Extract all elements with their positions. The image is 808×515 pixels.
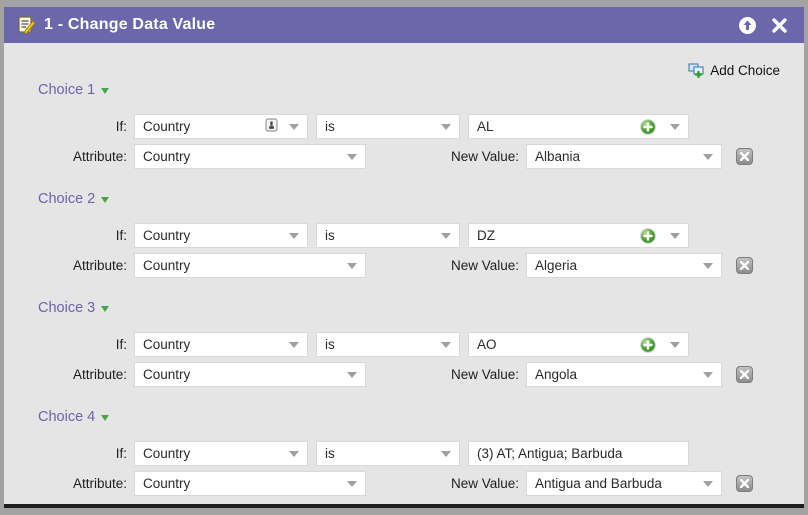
attribute-label: Attribute: — [72, 367, 127, 382]
add-choice-button[interactable]: Add Choice — [688, 59, 780, 81]
dropdown-arrow-icon — [670, 123, 680, 130]
new-value-select[interactable]: Angola — [526, 362, 722, 387]
new-value-label: New Value: — [450, 367, 519, 382]
if-field-select[interactable]: Country — [134, 332, 308, 357]
dropdown-arrow-icon — [347, 262, 357, 269]
choice-header[interactable]: Choice 3 — [38, 299, 780, 317]
choice-header[interactable]: Choice 1 — [38, 81, 780, 99]
attribute-label: Attribute: — [72, 258, 127, 273]
dropdown-arrow-icon — [703, 262, 713, 269]
dropdown-arrow-icon — [347, 371, 357, 378]
new-value-select[interactable]: Antigua and Barbuda — [526, 471, 722, 496]
choice-block: Choice 3 If: Country is AO — [38, 299, 780, 387]
operator-select[interactable]: is — [316, 223, 460, 248]
edit-document-icon — [16, 15, 36, 35]
choice-title: Choice 2 — [38, 191, 96, 207]
dialog-title: 1 - Change Data Value — [44, 16, 216, 33]
dropdown-arrow-icon — [441, 123, 451, 130]
choice-block: Choice 1 If: Country — [38, 81, 780, 169]
dialog-titlebar[interactable]: 1 - Change Data Value — [4, 7, 804, 43]
close-x-icon — [740, 479, 749, 488]
add-value-icon[interactable] — [640, 118, 656, 135]
dropdown-arrow-icon — [703, 371, 713, 378]
dropdown-arrow-icon — [703, 480, 713, 487]
new-value-label: New Value: — [450, 258, 519, 273]
if-label: If: — [115, 337, 127, 352]
delete-choice-button[interactable] — [736, 366, 753, 383]
choice-title: Choice 3 — [38, 300, 96, 316]
change-data-value-dialog: 1 - Change Data Value — [4, 7, 804, 508]
dropdown-arrow-icon — [670, 232, 680, 239]
chevron-down-icon — [101, 197, 110, 203]
dropdown-arrow-icon — [347, 153, 357, 160]
value-select[interactable]: DZ — [468, 223, 689, 248]
close-x-icon — [740, 370, 749, 379]
dropdown-arrow-icon — [289, 232, 299, 239]
new-value-select[interactable]: Albania — [526, 144, 722, 169]
operator-select[interactable]: is — [316, 332, 460, 357]
value-select[interactable]: AL — [468, 114, 689, 139]
chevron-down-icon — [101, 415, 110, 421]
new-value-label: New Value: — [450, 149, 519, 164]
attribute-select[interactable]: Country — [134, 144, 366, 169]
chevron-down-icon — [101, 306, 110, 312]
new-value-label: New Value: — [450, 476, 519, 491]
if-label: If: — [115, 119, 127, 134]
dropdown-arrow-icon — [441, 450, 451, 457]
if-field-select[interactable]: Country — [134, 441, 308, 466]
choice-block: Choice 4 If: Country is (3) AT; Antigua;… — [38, 408, 780, 496]
dropdown-arrow-icon — [289, 341, 299, 348]
close-icon[interactable] — [768, 14, 790, 36]
attribute-select[interactable]: Country — [134, 471, 366, 496]
collapse-up-arrow-icon[interactable] — [736, 14, 758, 36]
attribute-select[interactable]: Country — [134, 362, 366, 387]
field-indicator-icon — [265, 118, 278, 135]
delete-choice-button[interactable] — [736, 257, 753, 274]
dropdown-arrow-icon — [441, 232, 451, 239]
if-label: If: — [115, 446, 127, 461]
attribute-label: Attribute: — [72, 149, 127, 164]
operator-select[interactable]: is — [316, 441, 460, 466]
dropdown-arrow-icon — [703, 153, 713, 160]
attribute-select[interactable]: Country — [134, 253, 366, 278]
if-field-select[interactable]: Country — [134, 223, 308, 248]
if-label: If: — [115, 228, 127, 243]
operator-select[interactable]: is — [316, 114, 460, 139]
attribute-label: Attribute: — [72, 476, 127, 491]
choice-title: Choice 4 — [38, 409, 96, 425]
choice-block: Choice 2 If: Country is DZ — [38, 190, 780, 278]
delete-choice-button[interactable] — [736, 148, 753, 165]
dropdown-arrow-icon — [289, 450, 299, 457]
delete-choice-button[interactable] — [736, 475, 753, 492]
add-window-plus-icon — [688, 63, 704, 78]
close-x-icon — [740, 261, 749, 270]
dropdown-arrow-icon — [347, 480, 357, 487]
new-value-select[interactable]: Algeria — [526, 253, 722, 278]
dialog-body: Add Choice Choice 1 If: Country — [4, 43, 804, 504]
choice-header[interactable]: Choice 4 — [38, 408, 780, 426]
dropdown-arrow-icon — [441, 341, 451, 348]
add-value-icon[interactable] — [640, 336, 656, 353]
add-value-icon[interactable] — [640, 227, 656, 244]
value-select[interactable]: AO — [468, 332, 689, 357]
close-x-icon — [740, 152, 749, 161]
choice-title: Choice 1 — [38, 82, 96, 98]
dropdown-arrow-icon — [289, 123, 299, 130]
add-choice-label: Add Choice — [710, 62, 780, 78]
dropdown-arrow-icon — [670, 341, 680, 348]
choice-header[interactable]: Choice 2 — [38, 190, 780, 208]
value-select[interactable]: (3) AT; Antigua; Barbuda — [468, 441, 689, 466]
if-field-select[interactable]: Country — [134, 114, 308, 139]
chevron-down-icon — [101, 88, 110, 94]
